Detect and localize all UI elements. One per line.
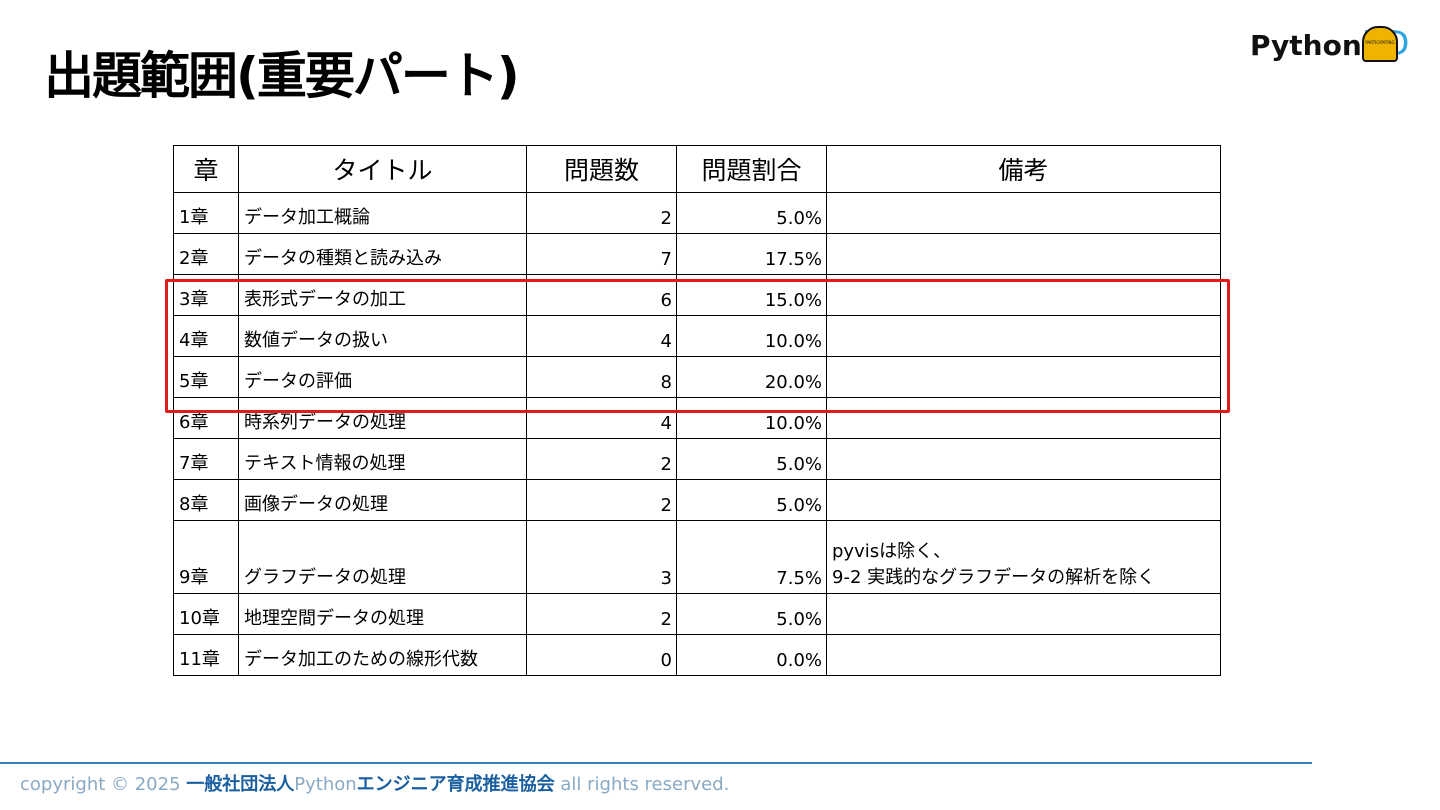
ratio-cell: 5.0% (676, 192, 827, 234)
table-row: 7章 テキスト情報の処理 2 5.0% (173, 438, 1221, 480)
ratio-cell: 17.5% (676, 233, 827, 275)
ratio-cell: 5.0% (676, 479, 827, 521)
title-cell: 時系列データの処理 (238, 397, 527, 439)
logo-badge: PARTICIPATING (1362, 26, 1398, 62)
note-cell (826, 438, 1221, 480)
chapter-cell: 1章 (173, 192, 239, 234)
logo-python: Python (1250, 29, 1362, 62)
title-cell: データ加工のための線形代数 (238, 634, 527, 676)
title-cell: 画像データの処理 (238, 479, 527, 521)
title-cell: グラフデータの処理 (238, 520, 527, 594)
table-row: 11章 データ加工のための線形代数 0 0.0% (173, 634, 1221, 676)
count-cell: 3 (526, 520, 677, 594)
slide-title: 出題範囲(重要パート) (44, 47, 520, 105)
table-row: 10章 地理空間データの処理 2 5.0% (173, 593, 1221, 635)
table-body: 1章 データ加工概論 2 5.0% 2章 データの種類と読み込み 7 17.5% 3章 表形式デー… (173, 192, 1221, 676)
note-cell (826, 192, 1221, 234)
table-row: 4章 数値データの扱い 4 10.0% (173, 315, 1221, 357)
chapter-cell: 7章 (173, 438, 239, 480)
column-header: 備考 (826, 145, 1221, 193)
logo: PythonED PARTICIPATING (1250, 24, 1409, 64)
footer-text: copyright © 2025 (20, 774, 187, 795)
column-header: 章 (173, 145, 239, 193)
chapter-cell: 9章 (173, 520, 239, 594)
footer-rule (0, 762, 1312, 764)
title-cell: データ加工概論 (238, 192, 527, 234)
title-cell: 地理空間データの処理 (238, 593, 527, 635)
note-cell (826, 634, 1221, 676)
chapter-cell: 10章 (173, 593, 239, 635)
count-cell: 7 (526, 233, 677, 275)
footer-text: Python (294, 774, 357, 795)
ratio-cell: 20.0% (676, 356, 827, 398)
exam-table: 章タイトル 問題数 問題割合 備考 1章 データ加工概論 2 5.0% 2章 データの種類と読み… (173, 145, 1221, 676)
ratio-cell: 5.0% (676, 593, 827, 635)
column-header: 問題割合 (676, 145, 827, 193)
column-header: タイトル (238, 145, 527, 193)
table-row: 1章 データ加工概論 2 5.0% (173, 192, 1221, 234)
count-cell: 2 (526, 593, 677, 635)
count-cell: 2 (526, 438, 677, 480)
count-cell: 2 (526, 479, 677, 521)
note-cell: pyvisは除く、 9-2 実践的なグラフデータの解析を除く (826, 520, 1221, 594)
table-row: 2章 データの種類と読み込み 7 17.5% (173, 233, 1221, 275)
footer-text: all rights reserved. (554, 774, 730, 795)
ratio-cell: 5.0% (676, 438, 827, 480)
title-cell: データの種類と読み込み (238, 233, 527, 275)
chapter-cell: 11章 (173, 634, 239, 676)
footer-org: 一般社団法人 (186, 774, 295, 795)
highlight-box (165, 279, 1230, 413)
table-row: 9章 グラフデータの処理 3 7.5% pyvisは除く、 9-2 実践的なグラフデータの… (173, 520, 1221, 594)
ratio-cell: 0.0% (676, 634, 827, 676)
footer: copyright © 2025 一般社団法人Pythonエンジニア育成推進協会… (20, 770, 729, 796)
note-line: pyvisは除く、 (832, 541, 952, 562)
note-cell (826, 356, 1221, 398)
title-cell: 数値データの扱い (238, 315, 527, 357)
table-row: 8章 画像データの処理 2 5.0% (173, 479, 1221, 521)
note-cell (826, 479, 1221, 521)
header-row: 章タイトル 問題数 問題割合 備考 (173, 145, 1221, 193)
count-cell: 0 (526, 634, 677, 676)
title-cell: テキスト情報の処理 (238, 438, 527, 480)
count-cell: 8 (526, 356, 677, 398)
chapter-cell: 8章 (173, 479, 239, 521)
chapter-cell: 2章 (173, 233, 239, 275)
note-cell (826, 315, 1221, 357)
count-cell: 4 (526, 315, 677, 357)
note-cell (826, 593, 1221, 635)
ratio-cell: 7.5% (676, 520, 827, 594)
column-header: 問題数 (526, 145, 677, 193)
chapter-cell: 4章 (173, 315, 239, 357)
note-line: 9-2 実践的なグラフデータの解析を除く (832, 567, 1156, 588)
table-row: 6章 時系列データの処理 4 10.0% (173, 397, 1221, 439)
note-cell (826, 233, 1221, 275)
count-cell: 2 (526, 192, 677, 234)
footer-assoc: エンジニア育成推進協会 (356, 774, 555, 795)
